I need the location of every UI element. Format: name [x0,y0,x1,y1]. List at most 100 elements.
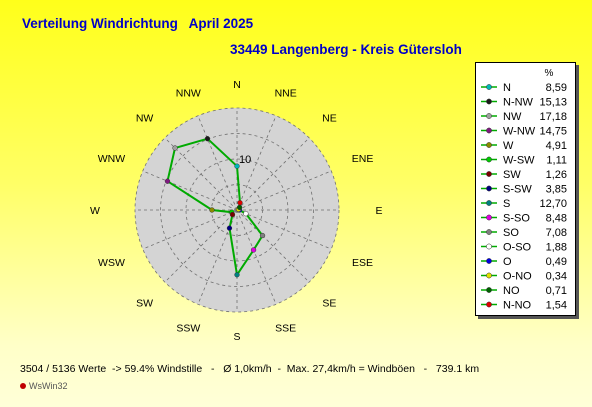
legend-unit: % [545,68,554,79]
legend-name-no: NO [503,285,520,297]
grid-spoke [236,209,332,250]
direction-label-n: N [233,79,241,91]
grid-spoke [236,137,310,211]
direction-label-nne: NNE [275,87,297,99]
legend-value-no: 0,71 [546,285,567,297]
grid-spoke [236,209,277,305]
direction-label-sw: SW [136,297,153,309]
watermark-logo-icon [20,383,26,389]
legend-value-s-so: 8,48 [546,213,567,225]
chart-title: Verteilung Windrichtung April 2025 [22,16,254,31]
legend-marker-w [486,142,492,148]
legend-marker-n-nw [486,98,492,105]
data-point-w-nw [164,178,171,184]
legend-name-n: N [503,82,511,94]
grid-spoke [197,115,238,211]
legend-name-nw: NW [503,111,522,123]
direction-label-ne: NE [322,113,337,125]
data-point-so [259,232,266,239]
legend-value-so: 7,08 [546,227,567,239]
direction-label-ssw: SSW [176,323,200,335]
legend-name-o-so: O-SO [503,242,532,254]
grid-spoke [236,209,310,283]
ring-value-label: 10 [239,154,251,166]
data-point-sw [229,211,236,218]
legend-marker-n [486,84,492,90]
legend-name-s-so: S-SO [503,213,530,225]
legend-name-n-nw: N-NW [503,97,534,109]
data-point-n-no [237,200,243,206]
legend-name-s-sw: S-SW [503,184,532,196]
legend-name-w-nw: W-NW [503,126,536,138]
watermark-text: WsWin32 [29,381,68,391]
data-point-s-so [250,247,257,253]
data-point-n-nw [204,136,211,142]
footer-summary: 3504 / 5136 Werte -> 59.4% Windstille - … [20,363,480,375]
legend-name-o: O [503,256,512,268]
data-point-nw [172,145,178,151]
direction-label-ese: ESE [352,257,373,269]
data-point-o-so [243,211,249,217]
legend-name-so: SO [503,227,519,239]
direction-label-se: SE [322,297,336,309]
legend-marker-o [486,258,492,264]
legend-marker-o-so [486,243,492,250]
data-point-s [234,272,240,278]
data-point-s-sw [226,225,233,231]
direction-label-sse: SSE [275,323,296,335]
legend-value-s: 12,70 [539,198,567,210]
legend-marker-n-no [486,301,492,308]
legend-entries: % N 8,59 N-NW 15,13 NW 17,18W-NW 14,75 W 4,91 W-SW… [481,68,567,312]
legend-value-n-no: 1,54 [546,300,567,312]
legend: % N 8,59 N-NW 15,13 NW 17,18 W-NW 14,75 W 4,91 W-SW… [475,62,576,316]
direction-label-w: W [90,205,100,217]
legend-name-n-no: N-NO [503,300,532,312]
legend-name-s: S [503,198,510,210]
legend-marker-nw [486,113,492,119]
direction-label-wsw: WSW [98,257,125,269]
legend-name-o-no: O-NO [503,271,532,283]
legend-value-o: 0,49 [546,256,567,268]
legend-value-sw: 1,26 [546,169,567,181]
direction-label-s: S [233,331,240,343]
legend-value-o-no: 0,34 [546,271,567,283]
data-point-no [236,204,243,211]
legend-name-w-sw: W-SW [503,155,535,167]
chart-subtitle: 33449 Langenberg - Kreis Gütersloh [230,42,462,57]
watermark: WsWin32 [20,381,68,391]
direction-label-nw: NW [136,113,154,125]
legend-marker-s-sw [486,185,492,192]
legend-value-n: 8,59 [546,82,567,94]
legend-marker-s-so [486,214,492,221]
legend-value-w-nw: 14,75 [539,126,567,138]
grid-spoke [236,115,277,211]
grid-spoke [164,209,238,283]
grid-ring [160,133,314,287]
direction-label-ene: ENE [352,153,374,165]
legend-marker-w-sw [486,156,492,163]
legend-marker-no [486,287,492,293]
legend-value-n-nw: 15,13 [539,97,567,109]
legend-value-nw: 17,18 [539,111,567,123]
direction-label-wnw: WNW [98,153,125,165]
direction-label-e: E [375,205,382,217]
grid-spoke [236,170,332,211]
legend-value-o-so: 1,88 [546,242,567,254]
data-point-n [234,163,240,169]
grid-spoke [142,170,238,211]
legend-marker-so [486,229,492,235]
direction-label-nnw: NNW [176,87,201,99]
legend-marker-sw [486,171,492,177]
legend-marker-o-no [486,272,492,279]
legend-marker-w-nw [486,127,492,134]
grid-spoke [142,209,238,250]
legend-name-sw: SW [503,169,521,181]
grid-ring-outer [134,107,340,313]
legend-value-w-sw: 1,11 [546,155,567,167]
legend-value-w: 4,91 [546,140,567,152]
legend-marker-s [486,200,492,206]
legend-name-w: W [503,140,514,152]
legend-value-s-sw: 3,85 [546,184,567,196]
